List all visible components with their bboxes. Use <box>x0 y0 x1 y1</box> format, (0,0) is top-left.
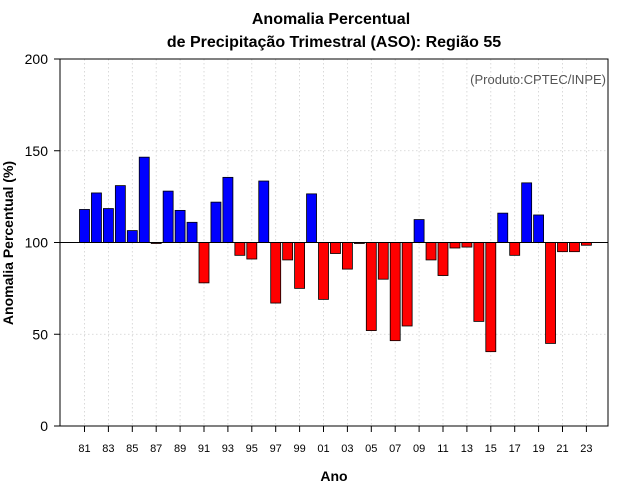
bar-2007 <box>389 242 401 342</box>
x-tick-label: 17 <box>509 443 521 455</box>
bar-1989 <box>174 209 186 243</box>
x-tick-label: 81 <box>78 443 90 455</box>
bar-1993 <box>222 176 234 243</box>
bar-2000 <box>306 193 317 243</box>
bar-2020 <box>545 242 556 344</box>
bars <box>79 156 592 353</box>
x-tick-label: 05 <box>365 443 377 455</box>
y-tick-label: 0 <box>40 418 48 434</box>
bar-2010 <box>425 242 437 261</box>
bar-2013 <box>461 242 473 248</box>
chart-subtitle: de Precipitação Trimestral (ASO): Região… <box>167 34 501 51</box>
x-tick-label: 89 <box>174 443 186 455</box>
x-tick-label: 15 <box>485 443 497 455</box>
bar-2019 <box>533 214 544 243</box>
bar-1985 <box>126 230 138 243</box>
bar-1998 <box>282 242 294 261</box>
x-tick-label: 97 <box>270 443 282 455</box>
x-tick-label: 95 <box>246 443 258 455</box>
x-tick-label: 11 <box>437 443 448 455</box>
bar-2003 <box>341 242 353 270</box>
bar-1995 <box>246 242 258 260</box>
y-tick-label: 200 <box>25 51 49 67</box>
y-axis-label: Anomalia Percentual (%) <box>0 161 16 325</box>
bar-2018 <box>521 182 533 243</box>
bar-2001 <box>318 242 329 300</box>
x-tick-label: 19 <box>532 443 544 455</box>
bar-1984 <box>114 185 126 243</box>
bar-2006 <box>377 242 389 280</box>
x-tick-label: 99 <box>293 443 305 455</box>
x-tick-label: 21 <box>556 443 568 455</box>
bar-2012 <box>449 242 461 249</box>
bar-2016 <box>497 212 509 243</box>
x-tick-label: 83 <box>102 443 114 455</box>
grid <box>60 59 608 426</box>
x-tick-label: 85 <box>126 443 138 455</box>
x-tick-label: 07 <box>389 443 401 455</box>
x-tick-label: 87 <box>150 443 162 455</box>
bar-1988 <box>162 190 174 243</box>
x-axis-label: Ano <box>320 468 347 484</box>
bar-2008 <box>401 242 413 327</box>
bar-1999 <box>294 242 306 289</box>
bar-2005 <box>365 242 377 331</box>
x-tick-label: 09 <box>413 443 425 455</box>
bar-1996 <box>258 180 270 243</box>
x-tick-label: 03 <box>341 443 353 455</box>
bar-2015 <box>485 242 497 353</box>
bar-1992 <box>210 201 222 243</box>
bar-1982 <box>91 192 102 243</box>
x-tick-label: 23 <box>580 443 592 455</box>
bar-2017 <box>509 242 521 256</box>
x-tick-label: 91 <box>198 443 210 455</box>
bar-1991 <box>198 242 210 284</box>
y-tick-label: 150 <box>25 143 49 159</box>
bar-1990 <box>186 221 198 243</box>
chart-title: Anomalia Percentual <box>252 11 410 28</box>
bar-2009 <box>413 219 425 243</box>
bar-2002 <box>330 242 341 254</box>
bar-1997 <box>270 242 282 304</box>
axis-ticks: 0 50 100 150 200 81 83 85 87 89 91 93 95 97 99 01 03 05 07… <box>25 51 593 455</box>
bar-2014 <box>473 242 485 322</box>
bar-2011 <box>437 242 449 276</box>
y-tick-label: 50 <box>32 326 48 342</box>
x-tick-label: 01 <box>317 443 329 455</box>
x-tick-label: 13 <box>461 443 473 455</box>
bar-1983 <box>103 208 114 243</box>
source-annotation: (Produto:CPTEC/INPE) <box>470 72 606 87</box>
bar-1986 <box>138 156 150 243</box>
bar-1981 <box>79 209 90 243</box>
y-tick-label: 100 <box>25 235 49 251</box>
bar-1994 <box>234 242 246 256</box>
bar-2021 <box>557 242 568 253</box>
plot-frame <box>59 58 609 427</box>
bar-2022 <box>569 242 580 253</box>
x-tick-label: 93 <box>222 443 234 455</box>
